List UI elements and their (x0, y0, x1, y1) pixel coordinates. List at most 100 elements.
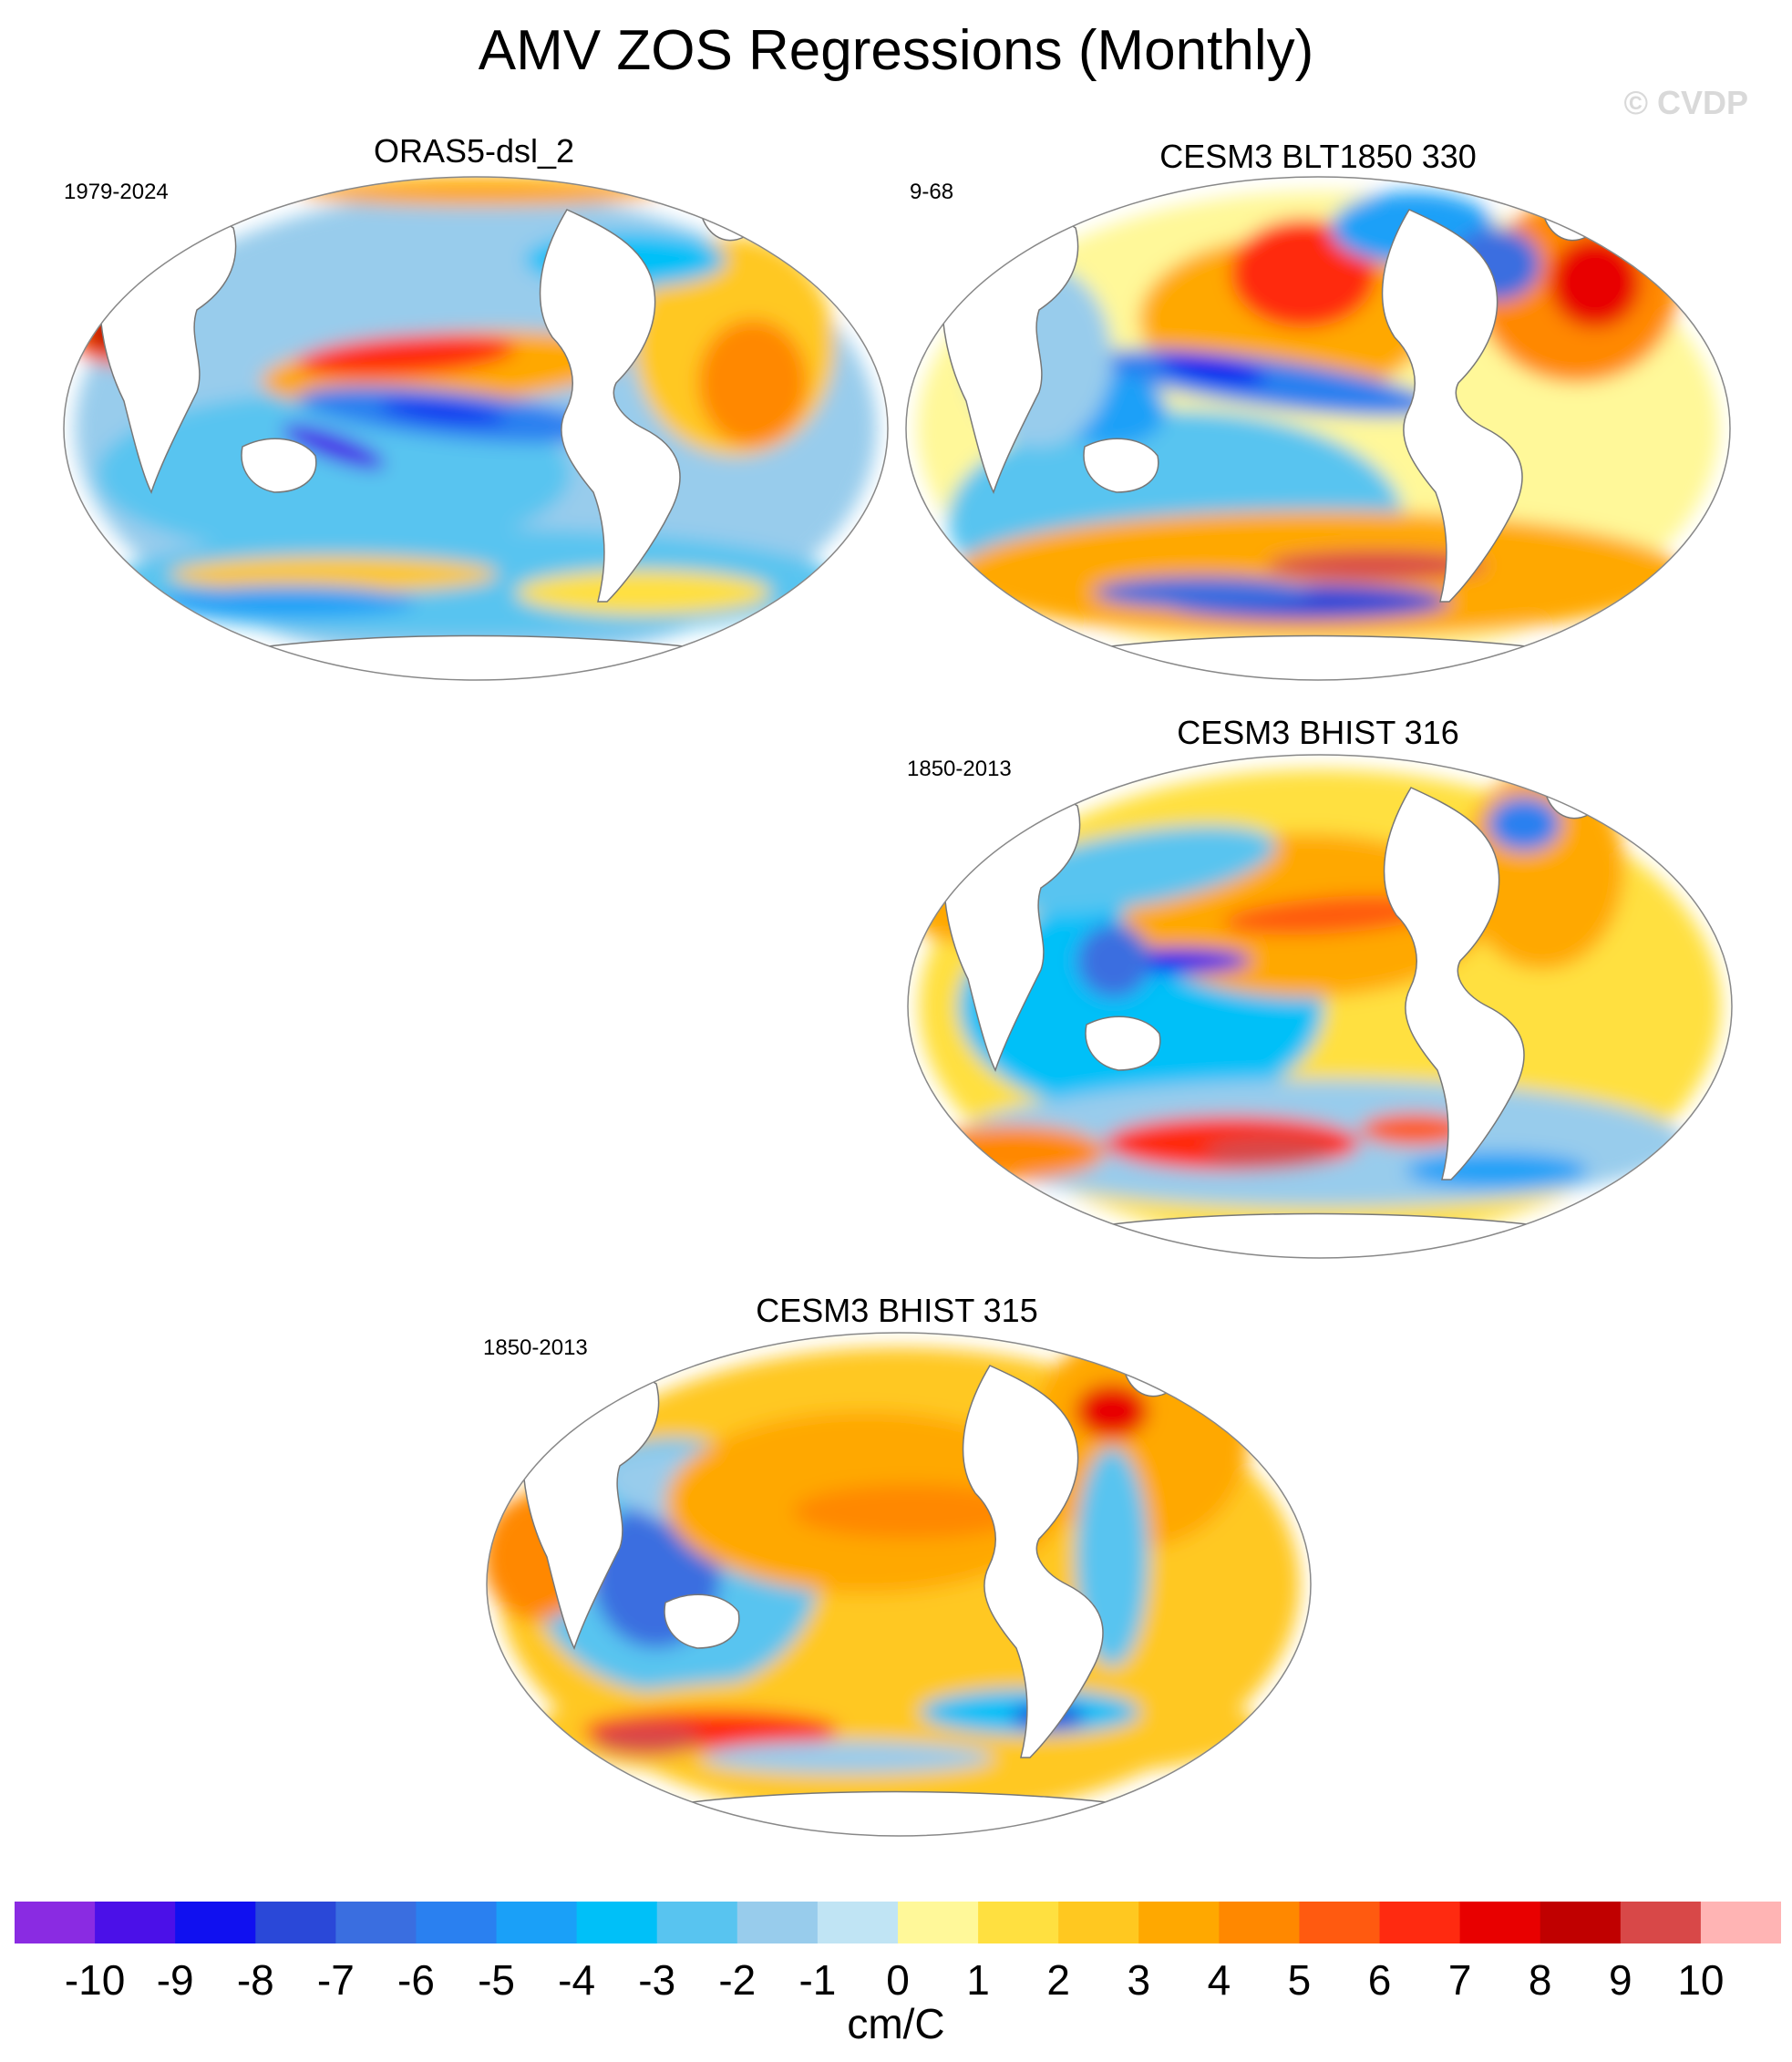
figure-title: AMV ZOS Regressions (Monthly) (478, 19, 1314, 82)
field-anomaly (1267, 551, 1486, 580)
field-anomaly (297, 177, 662, 206)
colorbar-tick-label: 8 (1528, 1956, 1552, 2004)
field-anomaly (516, 570, 771, 615)
landmass (1085, 1016, 1161, 1071)
colorbar-swatch (978, 1902, 1059, 1943)
field-anomaly (592, 1723, 702, 1756)
panel-title-oras5: ORAS5-dsl_2 (373, 132, 575, 170)
colorbar-tick-label: 6 (1367, 1956, 1392, 2004)
field-anomaly (1076, 1384, 1148, 1438)
landmass (628, 1790, 1177, 1836)
colorbar-swatch (736, 1902, 819, 1943)
colorbar-tick-label: -8 (236, 1956, 274, 2004)
field-anomaly (1094, 576, 1313, 609)
field-anomaly (160, 585, 416, 618)
field-anomaly (1488, 797, 1560, 851)
colorbar-swatch (95, 1902, 176, 1943)
landmass (1381, 209, 1523, 603)
colorbar-tick-label: 1 (966, 1956, 990, 2004)
map-blt1850 (905, 176, 1731, 681)
field-anomaly (379, 400, 507, 424)
field-anomaly (282, 424, 386, 469)
map-oras5 (63, 176, 889, 681)
panel-years-bhist316: 1850-2013 (907, 757, 1012, 781)
colorbar-swatch (1620, 1902, 1702, 1943)
landmass (539, 209, 681, 603)
map-field (917, 191, 1719, 680)
colorbar-swatch (656, 1902, 738, 1943)
map-field (69, 177, 877, 680)
colorbar-swatch (1700, 1902, 1781, 1943)
colorbar-tick-label: 0 (886, 1956, 910, 2004)
colorbar-tick-label: -6 (397, 1956, 435, 2004)
field-anomaly (702, 1741, 994, 1774)
map-bhist316 (907, 754, 1733, 1259)
copyright-watermark: © CVDP (1623, 84, 1748, 121)
field-anomaly (1406, 1152, 1588, 1189)
colorbar-tick-label: -7 (316, 1956, 355, 2004)
field-anomaly (170, 556, 498, 593)
landmass (664, 1593, 740, 1649)
field-anomaly (698, 319, 808, 447)
map-border (905, 176, 1731, 681)
map-border (907, 754, 1733, 1259)
panel-years-blt1850: 9-68 (910, 180, 954, 204)
map-border (486, 1332, 1312, 1837)
colorbar-tick-label: -2 (718, 1956, 757, 2004)
colorbar-swatch (175, 1902, 256, 1943)
colorbar-swatch (1219, 1902, 1300, 1943)
field-anomaly (1550, 237, 1641, 328)
colorbar-tick-label: 5 (1287, 1956, 1312, 2004)
colorbar-swatch (1379, 1902, 1461, 1943)
field-anomaly (1205, 1136, 1333, 1169)
landmass (1047, 634, 1596, 680)
colorbar-swatch (576, 1902, 658, 1943)
field-anomaly (922, 1125, 1105, 1180)
field-anomaly (297, 334, 516, 377)
colorbar-tick-label: -3 (638, 1956, 676, 2004)
field-anomaly (1223, 895, 1442, 935)
colorbar-tick-label: -1 (798, 1956, 837, 2004)
field-anomaly (793, 1484, 1030, 1539)
landmass (1049, 1212, 1598, 1258)
colorbar-tick-label: 7 (1447, 1956, 1472, 2004)
colorbar-swatch (416, 1902, 498, 1943)
landmass (205, 634, 754, 680)
panel-title-blt1850: CESM3 BLT1850 330 (1159, 138, 1477, 175)
colorbar-swatch (15, 1902, 96, 1943)
colorbar-tick-label: 3 (1127, 1956, 1151, 2004)
colorbar-tick-label: -5 (478, 1956, 515, 2004)
colorbar-tick-label: -10 (64, 1956, 126, 2004)
colorbar-swatch (1540, 1902, 1622, 1943)
field-anomaly (1158, 353, 1267, 386)
colorbar-tick-label: 10 (1677, 1956, 1725, 2004)
map-bhist315 (486, 1332, 1312, 1837)
landmass (1383, 787, 1525, 1180)
landmass (241, 438, 317, 493)
map-field (908, 769, 1721, 1258)
colorbar-swatch (335, 1902, 417, 1943)
panel-title-bhist315: CESM3 BHIST 315 (756, 1292, 1038, 1329)
panel-years-oras5: 1979-2024 (64, 180, 169, 204)
colorbar-tick-label: -9 (156, 1956, 194, 2004)
colorbar-units: cm/C (847, 2000, 945, 2047)
field-anomaly (988, 825, 1276, 914)
colorbar-tick-label: 9 (1609, 1956, 1632, 2004)
map-border (63, 176, 889, 681)
colorbar-swatch (1138, 1902, 1220, 1943)
colorbar-tick-label: 4 (1207, 1956, 1231, 2004)
colorbar-swatch (898, 1902, 979, 1943)
panel-years-bhist315: 1850-2013 (483, 1335, 588, 1360)
field-anomaly (1360, 1113, 1469, 1146)
colorbar (15, 1902, 1781, 1943)
colorbar-swatch (255, 1902, 336, 1943)
field-anomaly (1231, 219, 1376, 328)
field-anomaly (1077, 924, 1150, 997)
panel-title-bhist316: CESM3 BHIST 316 (1177, 714, 1459, 751)
colorbar-tick-label: 2 (1046, 1956, 1070, 2004)
map-field (487, 1333, 1300, 1836)
landmass (962, 1365, 1104, 1758)
colorbar-swatch (1299, 1902, 1381, 1943)
colorbar-tick-label: -4 (558, 1956, 596, 2004)
colorbar-swatch (817, 1902, 899, 1943)
